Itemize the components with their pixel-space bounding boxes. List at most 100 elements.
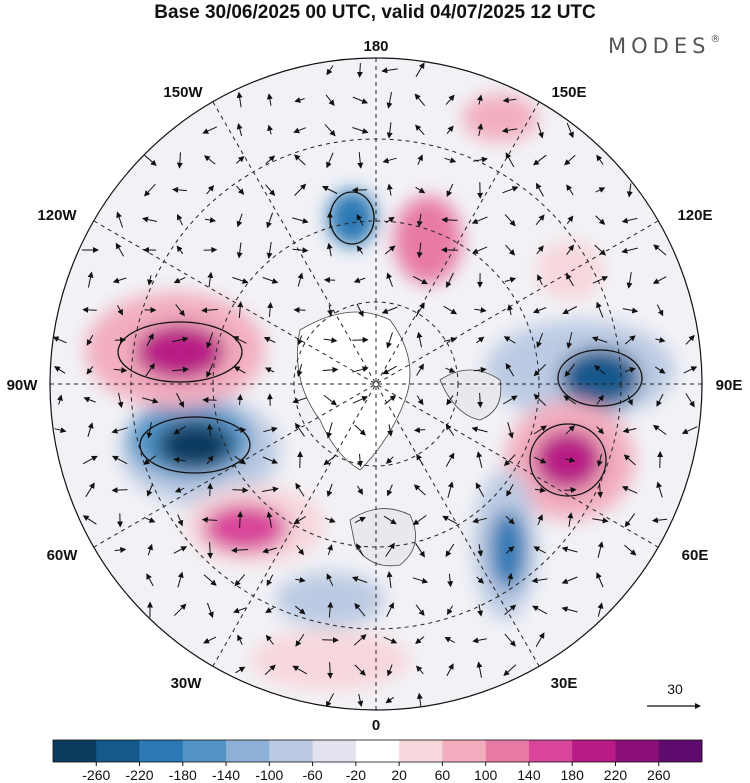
- colorbar-tick-label: -100: [255, 767, 283, 783]
- wind-vector: [297, 272, 304, 287]
- wind-vector: [326, 422, 333, 439]
- wind-vector: [651, 517, 668, 524]
- anomaly-core: [157, 421, 233, 469]
- wind-vector: [565, 425, 576, 435]
- colorbar-tick-label: 20: [391, 767, 407, 783]
- wind-vector: [207, 482, 214, 497]
- wind-vector: [655, 366, 666, 374]
- wind-vector: [231, 547, 248, 554]
- wind-vector: [622, 427, 637, 434]
- wind-vector: [414, 93, 426, 107]
- wind-vector: [627, 394, 633, 406]
- wind-vector: [445, 94, 455, 105]
- landmass: [439, 369, 502, 421]
- wind-vector: [265, 607, 275, 614]
- wind-vector: [356, 543, 364, 557]
- wind-vector: [117, 305, 123, 316]
- wind-vector: [566, 332, 573, 349]
- wind-vector: [265, 367, 275, 373]
- wind-vector: [624, 544, 637, 556]
- wind-vector: [146, 573, 154, 587]
- vector-scale-key: 30: [647, 681, 701, 709]
- wind-vector: [326, 152, 334, 169]
- wind-vector: [386, 332, 393, 349]
- wind-vector: [83, 396, 96, 403]
- colorbar-tick-label: 140: [517, 767, 541, 783]
- wind-vector: [416, 395, 424, 406]
- wind-vector: [536, 182, 544, 197]
- wind-vector: [265, 155, 276, 165]
- wind-vector: [262, 277, 279, 284]
- map-title: Base 30/06/2025 00 UTC, valid 04/07/2025…: [154, 2, 596, 23]
- wind-vector: [326, 65, 334, 76]
- map-boundary: [49, 57, 703, 711]
- colorbar-tick-label: 220: [604, 767, 628, 783]
- lon-label-60e: 60E: [682, 547, 709, 564]
- wind-vector: [262, 547, 277, 554]
- wind-vector: [387, 424, 394, 437]
- wind-vector: [503, 454, 516, 467]
- lon-label-0: 0: [372, 717, 380, 734]
- wind-vector: [206, 423, 213, 436]
- wind-vector: [386, 272, 393, 287]
- wind-vector: [356, 213, 364, 226]
- vector-scale-label: 30: [667, 681, 683, 697]
- wind-vector: [596, 572, 604, 588]
- wind-vector: [502, 97, 517, 104]
- wind-vector: [477, 604, 484, 617]
- wind-vector: [476, 94, 483, 105]
- wind-vector: [172, 336, 189, 343]
- wind-vector: [176, 392, 184, 408]
- wind-vector: [445, 543, 455, 557]
- wind-vector: [143, 154, 157, 166]
- wind-vector: [383, 636, 398, 644]
- wind-vector: [204, 217, 216, 223]
- wind-vector: [237, 301, 244, 318]
- wind-vector: [655, 337, 666, 343]
- wind-vector: [327, 304, 334, 317]
- wind-vector: [117, 392, 124, 409]
- wind-vector: [474, 307, 487, 314]
- wind-vector: [561, 546, 578, 553]
- wind-vector: [353, 277, 366, 284]
- wind-vector: [293, 127, 306, 134]
- colorbar-swatch: [355, 740, 400, 762]
- wind-vector: [142, 216, 158, 223]
- wind-vector: [206, 455, 214, 465]
- wind-vector: [292, 247, 309, 254]
- wind-vector: [504, 277, 517, 283]
- wind-vector: [262, 456, 279, 464]
- wind-vector: [202, 126, 218, 134]
- wind-vector: [385, 216, 395, 224]
- wind-vector: [445, 452, 455, 467]
- wind-vector: [382, 157, 397, 164]
- wind-vector: [234, 426, 247, 433]
- wind-vector: [357, 152, 364, 169]
- wind-vector: [565, 273, 574, 287]
- wind-vector: [144, 183, 156, 197]
- wind-vector: [203, 636, 217, 644]
- wind-vector: [236, 185, 245, 195]
- wind-vector: [236, 213, 243, 228]
- wind-vector: [443, 305, 458, 315]
- wind-vector: [564, 363, 576, 377]
- wind-vector: [386, 92, 393, 109]
- colorbar-tick-label: 180: [561, 767, 585, 783]
- wind-vector: [263, 426, 278, 433]
- wind-vector: [176, 152, 183, 169]
- streamlines: [117, 191, 643, 497]
- wind-vector: [386, 664, 393, 677]
- wind-vector: [266, 212, 274, 229]
- wind-vector: [533, 425, 547, 435]
- wind-vector: [354, 424, 366, 436]
- wind-vector: [566, 184, 574, 196]
- wind-vector: [626, 272, 633, 289]
- wind-vector: [146, 484, 153, 497]
- wind-vector: [596, 426, 604, 435]
- wind-vector: [86, 334, 94, 346]
- wind-vector: [502, 395, 518, 405]
- wind-vector: [357, 693, 364, 707]
- wind-vector: [296, 363, 303, 377]
- lon-label-30e: 30E: [551, 675, 578, 692]
- wind-vector: [145, 517, 156, 523]
